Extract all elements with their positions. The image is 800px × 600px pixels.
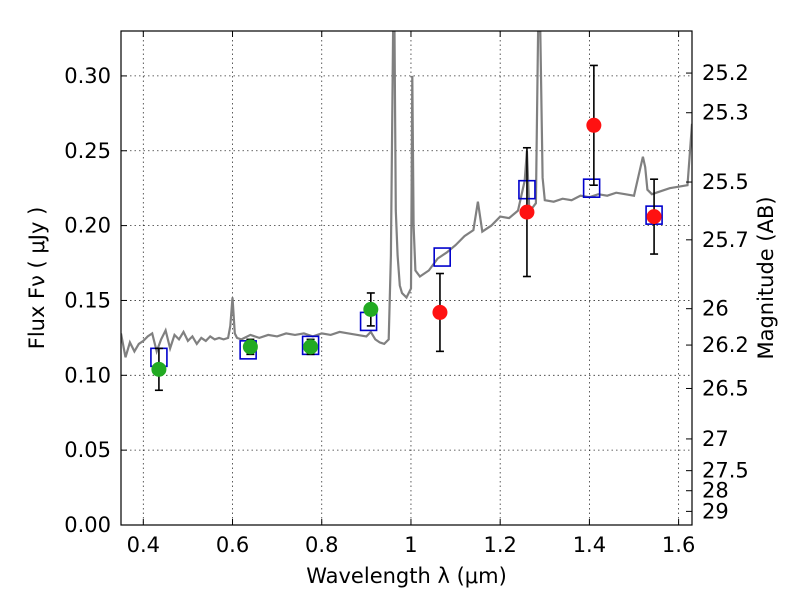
observed-flux-point xyxy=(432,304,448,320)
observed-flux-point xyxy=(242,339,258,355)
observed-flux-point xyxy=(646,209,662,225)
grid xyxy=(121,31,692,526)
right-tick-label: 26 xyxy=(702,297,729,321)
right-tick-label: 26.2 xyxy=(702,333,749,357)
y-tick-label: 0.00 xyxy=(64,513,111,537)
model-photometry-point xyxy=(582,178,601,198)
y-tick-label: 0.25 xyxy=(64,139,111,163)
right-axis-label: Magnitude (AB) xyxy=(754,196,778,359)
right-tick-label: 25.7 xyxy=(702,228,749,252)
x-axis-label: Wavelength λ (μm) xyxy=(306,564,507,588)
model-photometry-point xyxy=(433,247,451,267)
x-tick-label: 1.4 xyxy=(573,533,606,557)
right-tick-label: 28 xyxy=(702,479,729,503)
observed-flux-point xyxy=(151,361,167,377)
observed-flux-point xyxy=(586,117,602,133)
observed-flux-point xyxy=(519,204,535,220)
right-tick-label: 25.3 xyxy=(702,101,749,125)
observed-flux-point xyxy=(363,301,379,317)
model-spectrum-line xyxy=(121,31,692,358)
x-tick-label: 0.4 xyxy=(127,533,160,557)
plot-frame xyxy=(120,30,693,526)
right-tick-label: 29 xyxy=(702,499,729,523)
plot-area xyxy=(121,31,692,392)
x-tick-label: 1.6 xyxy=(662,533,695,557)
y-tick-label: 0.15 xyxy=(64,288,111,312)
right-tick-label: 25.5 xyxy=(702,170,749,194)
y-tick-label: 0.05 xyxy=(64,438,111,462)
x-tick-label: 0.6 xyxy=(216,533,249,557)
right-tick-label: 26.5 xyxy=(702,376,749,400)
observed-flux-point xyxy=(303,339,319,355)
y-tick-label: 0.20 xyxy=(64,214,111,238)
y-tick-label: 0.10 xyxy=(64,363,111,387)
x-tick-label: 1.2 xyxy=(483,533,516,557)
y-tick-label: 0.30 xyxy=(64,64,111,88)
y-axis-label: Flux Fν ( μJy ) xyxy=(25,207,49,350)
axis-ticks: 0.4 0.6 0.8 1 1.2 1.4 1.6 0.00 0.05 0.10 0.15 0.20 0… xyxy=(64,31,749,557)
right-tick-label: 27.5 xyxy=(702,459,749,483)
x-tick-label: 0.8 xyxy=(305,533,338,557)
right-tick-label: 27 xyxy=(702,427,729,451)
x-tick-label: 1 xyxy=(404,533,417,557)
right-tick-label: 25.2 xyxy=(702,61,749,85)
